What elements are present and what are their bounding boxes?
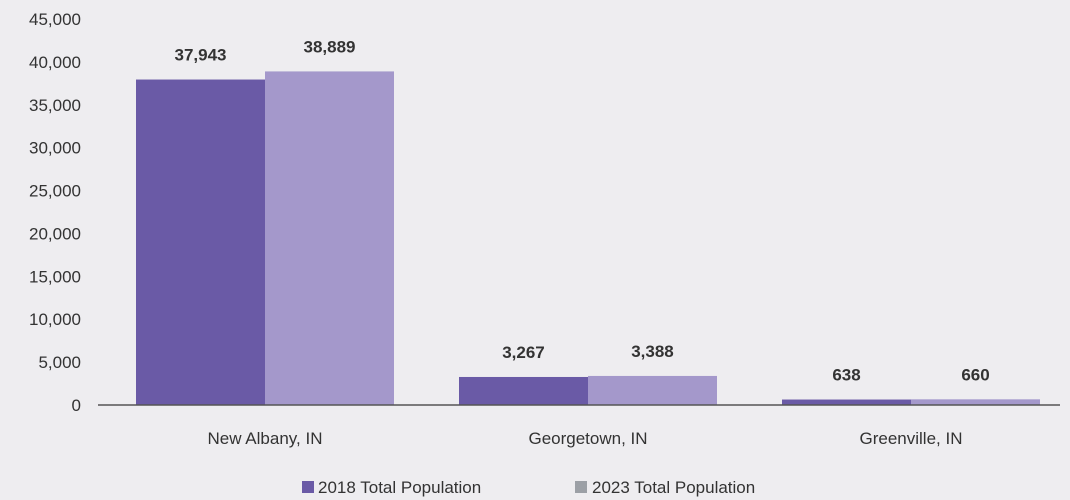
legend-label: 2018 Total Population: [318, 478, 481, 497]
x-category-label: New Albany, IN: [208, 429, 323, 448]
y-tick-label: 30,000: [29, 139, 81, 158]
y-tick-label: 25,000: [29, 182, 81, 201]
y-tick-label: 5,000: [38, 353, 81, 372]
y-tick-label: 15,000: [29, 267, 81, 286]
y-tick-label: 35,000: [29, 96, 81, 115]
x-axis: New Albany, IN Georgetown, IN Greenville, …: [208, 429, 963, 448]
y-tick-label: 10,000: [29, 310, 81, 329]
y-tick-label: 20,000: [29, 224, 81, 243]
bar-2023-0: [265, 71, 394, 406]
y-tick-label: 40,000: [29, 53, 81, 72]
bar-2018-1: [459, 376, 588, 405]
bar-2023-2: [911, 399, 1040, 405]
data-label: 660: [961, 365, 989, 384]
y-axis: 0 5,000 10,000 15,000 20,000 25,000 30,000 35,0…: [29, 10, 81, 415]
bars: [136, 71, 1040, 406]
x-category-label: Greenville, IN: [860, 429, 963, 448]
y-tick-label: 0: [72, 396, 81, 415]
data-label: 37,943: [175, 46, 227, 65]
legend-swatch: [302, 481, 314, 493]
legend-label: 2023 Total Population: [592, 478, 755, 497]
legend-swatch: [575, 481, 587, 493]
x-category-label: Georgetown, IN: [528, 429, 647, 448]
data-label: 3,388: [631, 342, 674, 361]
data-label: 38,889: [304, 37, 356, 56]
bar-2018-2: [782, 399, 911, 405]
y-tick-label: 45,000: [29, 10, 81, 29]
data-labels: 37,943 38,889 3,267 3,388 638 660: [175, 37, 990, 384]
bar-2018-0: [136, 79, 265, 405]
data-label: 3,267: [502, 343, 545, 362]
data-label: 638: [832, 366, 860, 385]
legend: 2018 Total Population 2023 Total Populati…: [302, 478, 755, 497]
bar-2023-1: [588, 375, 717, 405]
